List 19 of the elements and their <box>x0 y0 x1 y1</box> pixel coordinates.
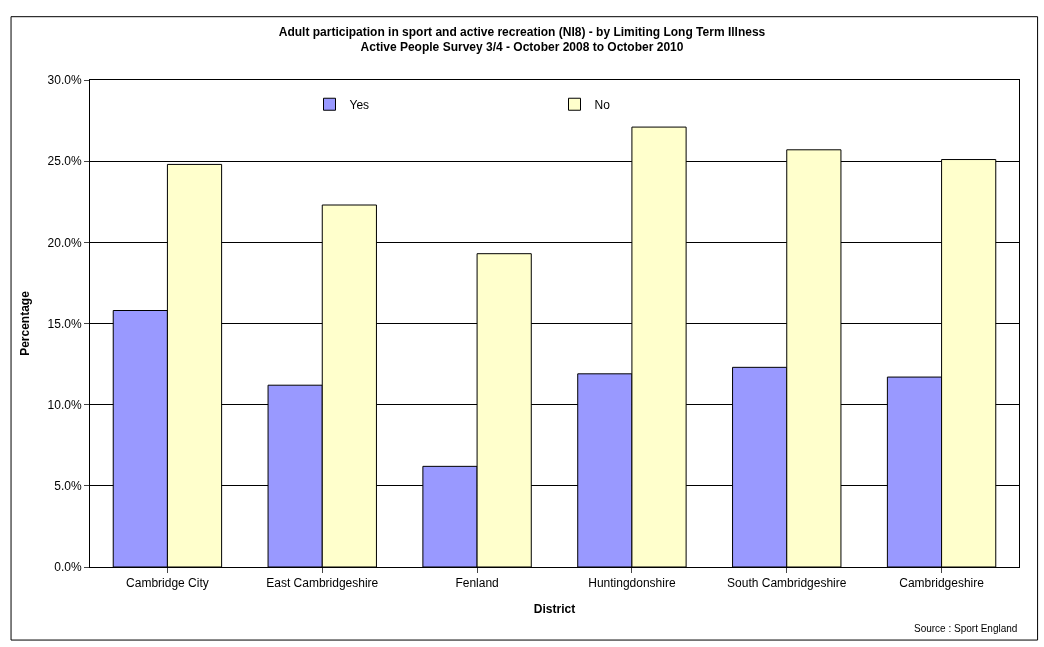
x-tick-label: Huntingdonshire <box>588 576 676 591</box>
source-note: Source : Sport England <box>914 623 1018 634</box>
y-axis-title: Percentage <box>17 290 32 356</box>
x-tick-label: South Cambridgeshire <box>727 576 847 591</box>
y-tick-label: 15.0% <box>47 316 82 331</box>
x-tick-label: Cambridge City <box>126 576 209 591</box>
legend-label: No <box>594 97 611 112</box>
legend-label: Yes <box>349 97 370 112</box>
y-tick-label: 0.0% <box>54 560 82 575</box>
chart-title: Adult participation in sport and active recreation (NI8) - by Limiting Long Term Illness Active People Survey 3/4 - October 2008 to October 2010 <box>278 24 766 55</box>
x-axis-title: District <box>533 602 576 617</box>
y-tick-label: 25.0% <box>47 154 82 169</box>
x-tick-label: East Cambridgeshire <box>266 576 379 591</box>
y-tick-label: 10.0% <box>47 397 82 412</box>
y-tick-label: 30.0% <box>47 73 82 88</box>
y-tick-label: 20.0% <box>47 235 82 250</box>
y-tick-label: 5.0% <box>54 479 82 494</box>
x-tick-label: Fenland <box>455 576 499 591</box>
x-tick-label: Cambridgeshire <box>899 576 985 591</box>
